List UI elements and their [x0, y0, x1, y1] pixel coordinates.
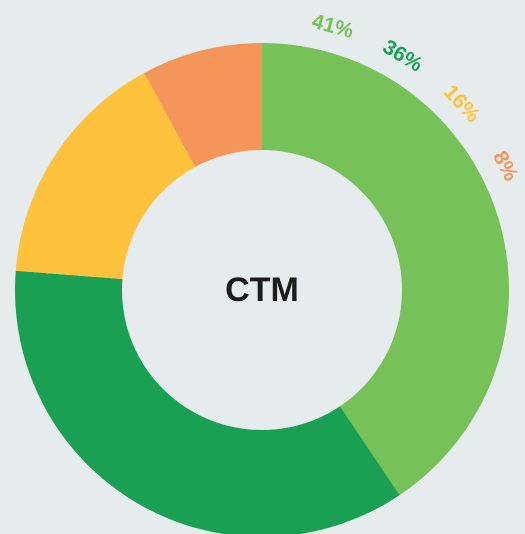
donut-hole — [122, 150, 402, 430]
center-label: CTM — [225, 271, 299, 309]
